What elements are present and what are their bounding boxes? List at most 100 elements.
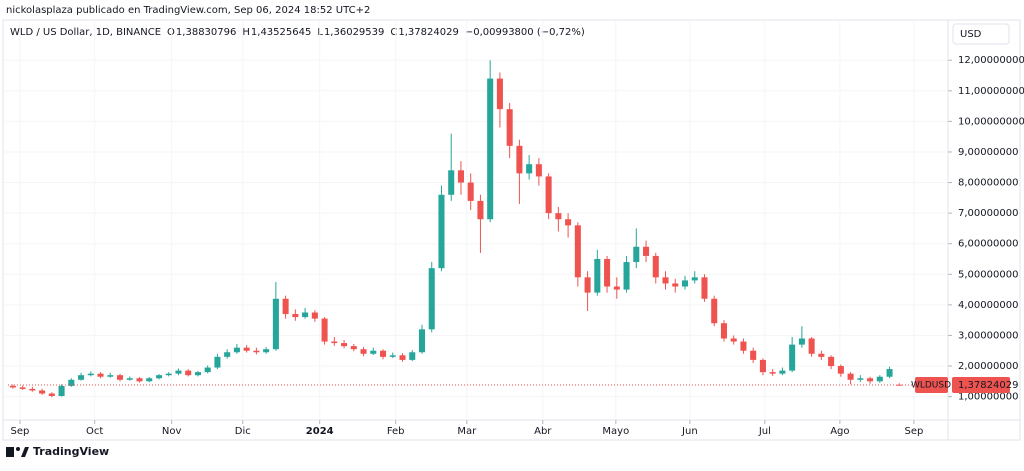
candle (321, 317, 328, 345)
candle-body (350, 346, 357, 350)
candle (808, 336, 815, 357)
candle-body (341, 343, 348, 347)
symbol-tag: WLDUSD (911, 381, 951, 391)
candle-body (487, 78, 494, 220)
legend-key: H (242, 27, 250, 38)
candle-body (604, 258, 611, 287)
candle-body (594, 258, 601, 293)
legend-change: −0,00993800 (−0,72%) (465, 27, 585, 38)
candle (701, 274, 708, 302)
candle (857, 375, 864, 382)
candle (789, 336, 796, 373)
candle-body (545, 176, 552, 214)
candle (263, 347, 270, 354)
candle-body (224, 352, 231, 357)
candle (370, 347, 377, 356)
candle-body (867, 378, 874, 382)
x-tick-label: Abr (534, 426, 552, 437)
candle (302, 307, 309, 319)
candle (711, 295, 718, 327)
candle-body (214, 356, 221, 368)
x-tick-label: Jul (758, 426, 771, 437)
candle (399, 353, 406, 362)
y-tick-label: 11,00000000 (958, 86, 1024, 97)
candle-body (263, 349, 270, 353)
x-tick-label: Sep (11, 426, 30, 437)
candle (613, 277, 620, 299)
candle (360, 347, 367, 357)
candle-body (97, 373, 104, 377)
y-tick-label: 1,00000000 (958, 392, 1018, 403)
candle-body (175, 370, 182, 374)
legend-key: L (317, 27, 323, 38)
candle (292, 309, 299, 321)
candle (740, 338, 747, 354)
y-tick-label: 3,00000000 (958, 330, 1018, 341)
candle-body (876, 376, 883, 382)
candle-body (681, 280, 689, 287)
candle-body (136, 378, 143, 382)
candle (565, 213, 572, 238)
candle-body (39, 390, 46, 394)
candle (526, 155, 533, 180)
candle-body (828, 356, 835, 367)
candle (233, 343, 240, 354)
candle (389, 352, 396, 359)
candle-body (302, 312, 309, 318)
candle-body (126, 378, 133, 380)
x-tick-label: Ago (830, 426, 849, 437)
price-label-box (952, 377, 1010, 394)
candle (418, 324, 426, 354)
y-tick-label: 6,00000000 (958, 239, 1018, 250)
y-tick-label: 9,00000000 (958, 147, 1018, 158)
candle-body (448, 170, 455, 195)
currency: USD (960, 29, 982, 40)
candle (253, 347, 260, 355)
candle (214, 353, 221, 370)
chart-frame (2, 19, 1021, 441)
candle-body (438, 194, 445, 269)
candle (886, 366, 893, 379)
price-label: 1,37824029 (958, 380, 1018, 391)
y-tick-label: 5,00000000 (958, 269, 1018, 280)
y-tick-label: 10,00000000 (958, 116, 1024, 127)
candle (604, 255, 611, 293)
candle (58, 384, 65, 397)
candle-body (292, 314, 299, 318)
candle-body (652, 255, 659, 278)
candle-body (185, 370, 192, 376)
logo-mark (21, 447, 29, 457)
candle-body (457, 170, 464, 183)
legend-title: WLD / US Dollar, 1D, BINANCE (10, 27, 161, 38)
legend-key: C (390, 27, 397, 38)
candle-body (165, 373, 172, 376)
candle-body (29, 388, 36, 391)
currency-box[interactable] (952, 23, 1010, 45)
candle-body (574, 225, 581, 278)
candle (759, 358, 766, 376)
candle (720, 320, 727, 342)
candle (769, 369, 776, 376)
candle-body (19, 387, 26, 389)
candle (623, 255, 630, 293)
candle-body (808, 338, 815, 354)
candle (496, 72, 503, 128)
x-tick-label: Oct (86, 426, 103, 437)
candle-body (321, 318, 328, 342)
logo-mark (16, 447, 20, 451)
candle-body (798, 338, 805, 345)
x-tick-label: Mar (457, 426, 477, 437)
candle-body (233, 347, 240, 353)
candle (350, 343, 357, 352)
candle (516, 139, 523, 204)
candle (867, 376, 874, 384)
candle-body (155, 375, 163, 379)
candle (194, 370, 201, 377)
candle (185, 369, 192, 377)
candle (78, 372, 85, 381)
legend-value: 1,37824029 (398, 27, 458, 38)
candle (652, 252, 659, 284)
candle (311, 310, 318, 322)
candle (224, 349, 231, 359)
candle (847, 372, 854, 385)
